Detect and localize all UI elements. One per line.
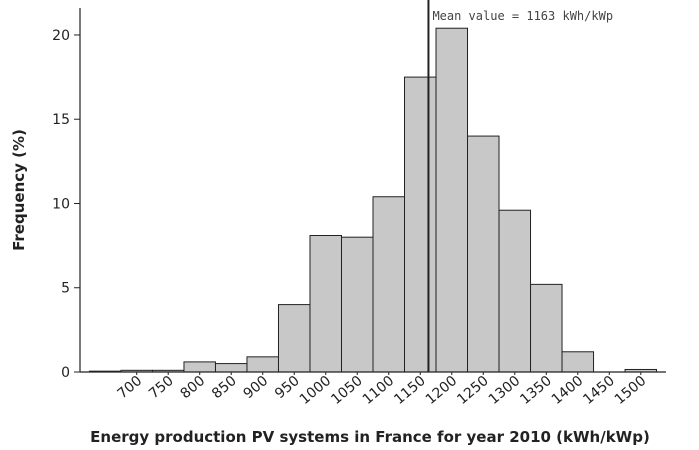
bar [340,236,374,373]
x-axis-title: Energy production PV systems in France f… [90,428,650,446]
bar [309,235,342,373]
x-tick-label: 800 [178,373,209,402]
y-tick-label: 20 [52,28,70,44]
x-tick-label: 1100 [360,373,398,408]
bar [561,351,595,373]
bar [246,356,279,373]
x-tick-label: 1000 [297,373,335,408]
x-tick-label: 1250 [454,373,492,408]
bar [214,363,248,373]
x-tick-label: 1050 [328,373,366,408]
bar [498,209,532,373]
x-tick-label: 1300 [486,373,524,408]
bar [435,27,469,373]
x-tick-label: 750 [146,373,177,402]
x-tick-label: 850 [209,373,240,402]
x-tick-label: 700 [115,373,146,402]
bar [404,76,437,373]
bar [277,304,311,373]
bar [530,283,563,373]
y-tick-label: 0 [61,365,70,381]
x-tick-label: 1500 [612,373,650,408]
y-tick-label: 5 [61,281,70,297]
y-tick-label: 15 [52,112,70,128]
bar [372,196,406,373]
x-tick-label: 1150 [391,373,429,408]
x-tick-label: 900 [241,373,272,402]
x-tick-label: 1350 [517,373,555,408]
x-tick-label: 1200 [423,373,461,408]
x-tick-label: 1450 [580,373,618,408]
y-axis-title: Frequency (%) [10,129,28,251]
bar [467,135,500,373]
bar [183,361,216,373]
mean-label: Mean value = 1163 kWh/kWp [432,9,613,23]
y-tick-label: 10 [52,196,70,212]
x-tick-label: 1400 [549,373,587,408]
